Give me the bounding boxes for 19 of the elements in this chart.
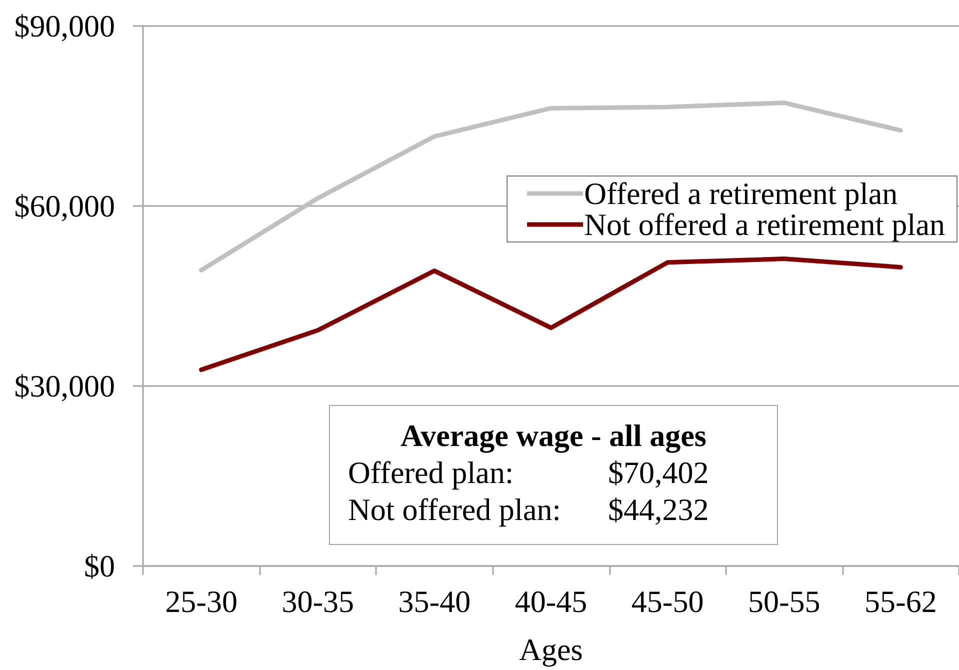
- x-tick-label: 40-45: [514, 584, 588, 619]
- x-tick-label: 55-62: [864, 584, 937, 619]
- y-tick-label: $90,000: [14, 8, 115, 44]
- y-tick-label: $0: [84, 548, 115, 584]
- y-tick-label: $60,000: [14, 188, 115, 224]
- annotation: Offered plan:: [348, 454, 515, 491]
- x-tick-label: 45-50: [631, 584, 704, 619]
- x-tick-label: 50-55: [748, 584, 820, 619]
- legend-label: Offered a retirement plan: [584, 176, 898, 211]
- x-tick-label: 30-35: [282, 584, 354, 619]
- line-series: [199, 256, 903, 372]
- y-tick-label: $30,000: [14, 368, 115, 404]
- annotation: $44,232: [608, 491, 710, 528]
- annotation: Average wage - all ages: [400, 418, 708, 454]
- annotation: $70,402: [608, 454, 710, 491]
- annotation: Not offered plan:: [348, 491, 562, 528]
- x-axis-title: Ages: [519, 632, 583, 667]
- x-tick-label: 25-30: [165, 584, 238, 619]
- x-tick-label: 35-40: [398, 584, 471, 619]
